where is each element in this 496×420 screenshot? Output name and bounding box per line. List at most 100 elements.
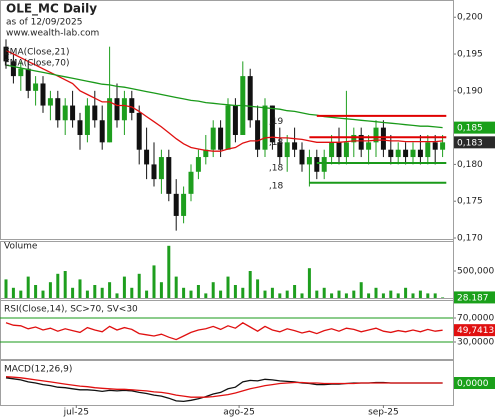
volume-bar [344, 293, 348, 299]
volume-bar [182, 287, 186, 299]
volume-bar [256, 279, 260, 299]
volume-bar [374, 287, 378, 299]
x-tick-label: sep-25 [368, 408, 399, 418]
volume-bar [248, 271, 252, 299]
candle-body [166, 157, 172, 194]
volume-bar [411, 293, 415, 299]
candle-body [203, 149, 209, 158]
volume-bar [352, 290, 356, 299]
candle-body [84, 105, 90, 135]
candle-body [336, 142, 342, 158]
candle-body [47, 98, 53, 106]
candle-body [210, 127, 216, 150]
volume-bar [381, 293, 385, 299]
volume-bar [389, 290, 393, 299]
volume-bar [322, 287, 326, 299]
series-line [5, 49, 443, 152]
candle-body [77, 120, 83, 135]
candle-body [173, 193, 179, 216]
value-marker-label: 28.187 [457, 293, 489, 303]
value-marker-label: 49,7413 [457, 326, 494, 336]
candle-body [114, 98, 120, 121]
candle-body [92, 105, 98, 121]
candle-body [410, 149, 416, 158]
candle-body [158, 157, 164, 180]
volume-bar [337, 290, 341, 299]
value-marker [454, 324, 495, 337]
volume-bar [130, 287, 134, 299]
candle-body [343, 142, 349, 158]
volume-bar [307, 268, 311, 299]
volume-bar [41, 290, 45, 299]
y-tick-label: 30,0000 [457, 338, 494, 348]
candle-body [388, 149, 394, 158]
candle-body [358, 134, 364, 150]
series-line [5, 64, 443, 129]
candle-body [247, 76, 253, 121]
legend-entry: EMA(Close,70) [4, 59, 69, 69]
volume-bar [433, 293, 437, 299]
candle-body [136, 112, 142, 150]
volume-bar [115, 293, 119, 299]
volume-bar [145, 290, 149, 299]
volume-bar [4, 279, 8, 299]
volume-bar [174, 276, 178, 299]
candle-body [329, 142, 335, 158]
volume-bar [359, 282, 363, 299]
candle-body [151, 164, 157, 180]
candle-body [10, 61, 16, 77]
panel-title: Volume [4, 242, 38, 252]
annotation: ,18 [269, 181, 284, 191]
series-line [5, 376, 443, 398]
volume-bar [85, 290, 89, 299]
volume-bar [426, 293, 430, 299]
volume-bar [19, 290, 23, 299]
volume-bar [418, 290, 422, 299]
volume-bar [300, 293, 304, 299]
candle-body [107, 98, 113, 143]
value-marker [454, 136, 495, 149]
candle-body [403, 149, 409, 158]
volume-bar [278, 293, 282, 299]
candle-body [232, 105, 238, 135]
volume-bar [26, 276, 30, 299]
candle-body [33, 83, 39, 91]
candle-body [144, 149, 150, 165]
panel-title: MACD(12,26,9) [4, 365, 72, 375]
x-tick-label: jul-25 [63, 408, 89, 418]
volume-bar [396, 293, 400, 299]
value-marker [454, 121, 495, 134]
volume-bar [226, 276, 230, 299]
y-tick-label: 0,200 [457, 13, 483, 23]
candle-body [99, 120, 105, 143]
volume-bar [293, 285, 297, 299]
volume-bar [196, 285, 200, 299]
candle-body [432, 142, 438, 150]
volume-bar [167, 245, 171, 299]
volume-bar [11, 287, 15, 299]
volume-bar [71, 287, 75, 299]
candle-body [18, 68, 24, 77]
annotation: ,18 [269, 138, 284, 148]
candle-body [366, 142, 372, 150]
candle-body [395, 149, 401, 158]
panel-title: RSI(Close,14), SC>70, SV<30 [4, 305, 138, 315]
candle-body [225, 105, 231, 150]
volume-bar [122, 276, 126, 299]
candle-body [292, 142, 298, 150]
candle-body [262, 105, 268, 150]
candle-body [380, 127, 386, 150]
candle-body [425, 142, 431, 158]
volume-bar [211, 282, 215, 299]
candle-body [373, 127, 379, 143]
value-marker-label: 0,0000 [457, 379, 489, 389]
candle-body [195, 157, 201, 172]
chart-subtitle: as of 12/09/2025 [6, 18, 82, 28]
candle-body [25, 68, 31, 91]
volume-bar [100, 287, 104, 299]
volume-bar [330, 293, 334, 299]
y-tick-label: 70,0000 [457, 314, 494, 324]
x-tick-label: ago-25 [223, 408, 255, 418]
